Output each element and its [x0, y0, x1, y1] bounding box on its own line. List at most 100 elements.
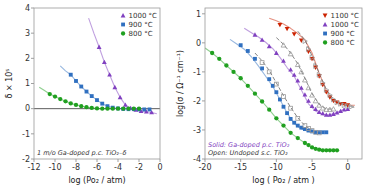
- y-tick: [202, 129, 205, 130]
- panel: -12-10-8-6-4-20-2-1012341 m/o Ga-doped p…: [5, 4, 163, 185]
- point-series: [281, 43, 336, 112]
- legend-marker: [323, 32, 327, 36]
- y-tick-label: 3: [25, 29, 30, 38]
- legend: 1100 °C1000 °C900 °C800 °C: [323, 12, 359, 47]
- y-tick: [202, 159, 205, 160]
- point-series: [239, 43, 328, 134]
- point: [210, 51, 214, 55]
- point: [306, 143, 310, 147]
- point: [292, 121, 296, 125]
- point: [260, 61, 264, 65]
- x-tick: [160, 159, 161, 162]
- point: [282, 95, 286, 99]
- annotation: Open: Undoped s.c. TiO₂: [208, 149, 288, 157]
- fit-line: [205, 48, 326, 150]
- point: [303, 78, 308, 82]
- legend-label: 1000 °C: [129, 12, 158, 20]
- y-tick: [202, 42, 205, 43]
- point: [102, 60, 107, 64]
- fit-line: [39, 87, 113, 108]
- point: [331, 107, 336, 111]
- fit-line: [230, 39, 323, 132]
- x-tick: [76, 159, 77, 162]
- point: [267, 44, 272, 48]
- legend-marker: [323, 14, 328, 18]
- y-tick-label: 0: [25, 104, 30, 113]
- point-series: [260, 61, 321, 135]
- point: [317, 131, 321, 135]
- point: [320, 106, 325, 110]
- point: [267, 70, 271, 74]
- point: [231, 70, 235, 74]
- plot-area: [205, 18, 355, 152]
- legend-marker: [121, 23, 125, 27]
- point: [267, 107, 271, 111]
- point: [253, 32, 258, 36]
- point: [253, 92, 257, 96]
- chart: -12-10-8-6-4-20-2-1012341 m/o Ga-doped p…: [0, 0, 370, 189]
- plot-background: [34, 8, 160, 159]
- x-tick-label: 0: [345, 163, 350, 172]
- point: [281, 43, 286, 47]
- point: [148, 108, 152, 112]
- x-tick: [118, 159, 119, 162]
- point: [274, 82, 278, 86]
- point: [292, 32, 297, 36]
- y-tick-label: -1: [193, 68, 201, 77]
- point: [296, 124, 300, 128]
- point: [90, 94, 94, 98]
- plot-area: [34, 18, 160, 114]
- point: [295, 62, 300, 66]
- x-axis-label: log (Po₂ / atm): [68, 176, 125, 185]
- point: [288, 67, 293, 71]
- point: [217, 57, 221, 61]
- legend-label: 900 °C: [331, 30, 355, 38]
- point: [292, 72, 297, 76]
- x-tick-label: -2: [135, 163, 143, 172]
- point: [267, 77, 271, 81]
- legend: 1000 °C900 °C800 °C: [121, 12, 157, 38]
- point: [74, 103, 78, 107]
- point: [260, 99, 264, 103]
- point: [126, 107, 130, 111]
- point: [310, 104, 315, 108]
- x-tick: [97, 159, 98, 162]
- point-series: [97, 45, 154, 115]
- point: [317, 103, 322, 107]
- plot-background: [205, 8, 362, 159]
- y-tick: [31, 133, 34, 134]
- fit-line: [269, 18, 355, 105]
- legend-label: 900 °C: [129, 21, 153, 29]
- point: [306, 85, 311, 89]
- legend-marker: [121, 13, 126, 17]
- point: [288, 131, 292, 135]
- point: [278, 23, 283, 27]
- y-tick-label: 1: [196, 10, 201, 19]
- point-series: [210, 51, 339, 153]
- point: [224, 63, 228, 67]
- point: [105, 107, 109, 111]
- dashed-fit-line: [255, 53, 319, 133]
- y-tick: [31, 108, 34, 109]
- point: [253, 57, 257, 61]
- point: [95, 106, 99, 110]
- point: [118, 95, 123, 99]
- dashed-fit-line: [298, 31, 355, 107]
- y-tick-label: 4: [25, 4, 30, 13]
- point: [327, 112, 332, 116]
- fit-line: [89, 18, 157, 114]
- point: [285, 111, 289, 115]
- point: [282, 105, 286, 109]
- y-tick: [202, 71, 205, 72]
- point-series: [69, 73, 152, 112]
- x-tick-label: -20: [198, 163, 211, 172]
- point: [281, 58, 286, 62]
- point: [63, 99, 67, 103]
- point: [324, 87, 328, 92]
- point: [296, 116, 300, 120]
- point: [306, 99, 311, 103]
- point: [246, 49, 250, 53]
- point: [324, 130, 328, 134]
- plot-frame: [205, 8, 362, 159]
- point: [79, 104, 83, 108]
